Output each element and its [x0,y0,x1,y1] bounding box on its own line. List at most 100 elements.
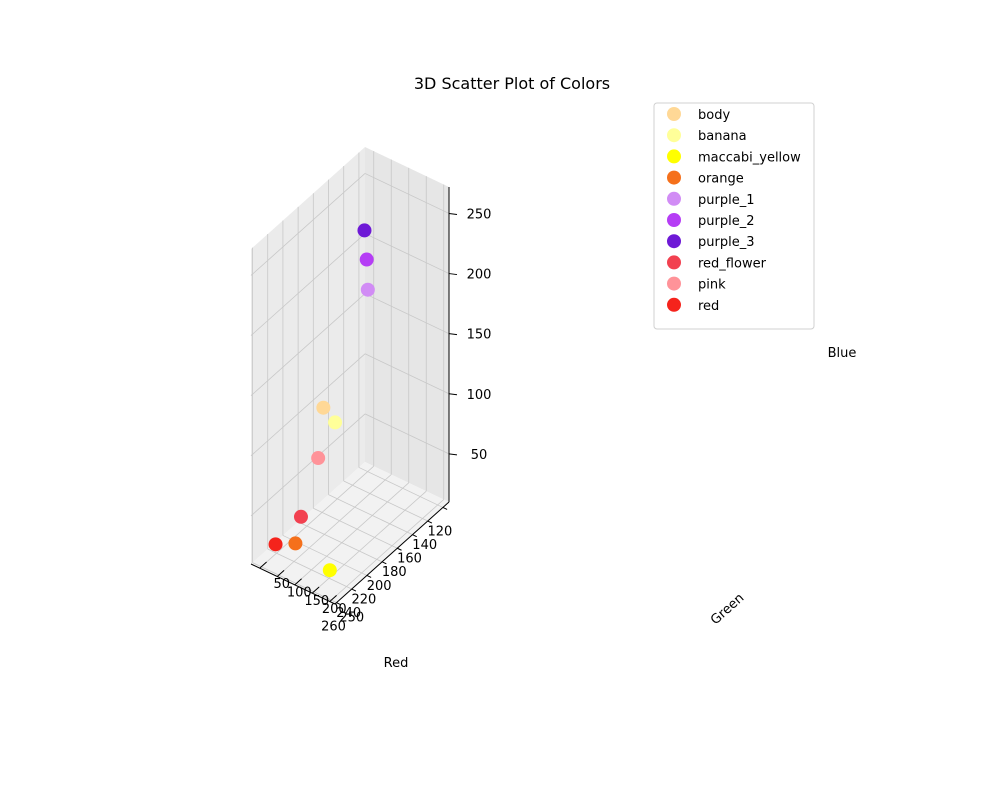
red-tick-mark [366,574,372,578]
grid-line-red-floor [328,494,413,536]
grid-line-green-floor [329,499,445,602]
left-pane [251,147,365,564]
legend-label-pink: pink [698,278,726,293]
grid-line-red-floor [358,467,444,508]
legend-label-body: body [698,108,730,123]
grid-line-blue-left [250,173,366,276]
green-tick-label: 200 [322,602,347,617]
red-tick-mark [336,602,341,606]
green-tick-label: 250 [339,611,364,626]
chart-title: 3D Scatter Plot of Colors [414,74,610,93]
blue-tick-label: 100 [467,388,492,403]
point-body [316,400,331,415]
grid-line-blue-back [364,353,450,395]
green-tick-mark [329,595,337,602]
green-tick-label: 50 [273,577,290,592]
red-tick-label: 200 [367,579,392,594]
legend-label-purple_1: purple_1 [698,193,754,208]
grid-line-blue-left [250,293,366,396]
point-banana [328,415,343,430]
grid-line-blue-left [250,413,366,517]
grid-line-blue-back [364,173,450,214]
legend-marker-purple_1 [667,191,681,206]
red-tick-label: 160 [397,552,422,567]
red-tick-mark [351,588,357,592]
blue-tick-mark [448,393,458,396]
legend-marker-purple_3 [667,234,681,249]
legend-marker-body [667,107,681,121]
legend-marker-red_flower [667,255,681,270]
red-tick-label: 180 [382,565,407,580]
legend-marker-banana [667,128,681,143]
blue-tick-mark [448,453,458,456]
point-maccabi_yellow [322,563,337,578]
point-purple_1 [360,282,375,297]
tick-marks [259,212,458,606]
grid-line-red-floor [252,562,337,604]
grid-line-green-floor [259,465,375,569]
grid-line-blue-back [364,233,450,274]
blue-tick-mark [448,333,458,336]
legend-label-banana: banana [698,129,747,144]
grid-line-red-floor [313,507,398,549]
legend-box [653,102,815,330]
axis-panes [251,147,449,604]
green-tick-mark [311,586,320,594]
grid-line-red-floor [267,548,352,590]
z-axis-label: Blue [828,346,857,361]
axis-lines [250,187,450,605]
blue-tick-label: 200 [467,268,492,283]
grid-line-red-floor [297,521,383,563]
blue-tick-label: 150 [467,328,492,343]
green-tick-mark [294,578,302,586]
red-tick-label: 260 [321,620,346,635]
data-points [268,223,375,578]
blue-tick-mark [448,212,458,215]
y-axis-label: Green [708,591,747,628]
grid-line-blue-back [364,413,450,455]
tick-labels: 1201401601802002202402605010015020025050… [273,207,491,634]
grid-line-red-floor [343,480,428,522]
legend-marker-maccabi_yellow [667,149,681,164]
grid-line-blue-left [250,233,366,336]
legend-marker-red [667,297,681,312]
green-tick-mark [276,570,285,577]
red-tick-label: 240 [336,606,361,621]
red-tick-mark [381,561,387,565]
red-axis-line [334,501,450,605]
point-orange [288,536,303,551]
x-axis-label: Red [384,656,409,671]
grid-line-blue-back [364,293,450,335]
blue-tick-label: 250 [467,207,492,222]
point-purple_2 [359,252,374,267]
red-tick-label: 120 [428,524,453,539]
legend-label-purple_2: purple_2 [698,214,754,229]
point-pink [311,451,326,466]
point-red_flower [293,509,308,524]
legend-label-red_flower: red_flower [698,256,767,271]
red-tick-label: 140 [412,538,437,553]
back-pane [365,147,449,502]
point-red [268,537,283,552]
green-tick-mark [259,561,267,569]
green-tick-label: 100 [287,586,312,601]
red-tick-label: 220 [352,592,377,607]
grid-line-blue-left [250,353,366,457]
green-tick-label: 150 [304,594,329,609]
red-tick-mark [397,547,402,551]
legend-label-maccabi_yellow: maccabi_yellow [698,150,801,165]
legend-label-orange: orange [698,172,744,187]
legend-label-red: red [698,299,719,314]
red-tick-mark [412,534,417,538]
floor-pane [251,462,449,604]
red-tick-mark [427,520,433,524]
grid-line-green-floor [276,474,392,577]
legend-marker-pink [667,276,681,291]
grid-lines [250,151,450,604]
blue-tick-label: 50 [471,448,488,463]
legend-marker-orange [667,170,681,185]
red-tick-mark [442,506,448,510]
